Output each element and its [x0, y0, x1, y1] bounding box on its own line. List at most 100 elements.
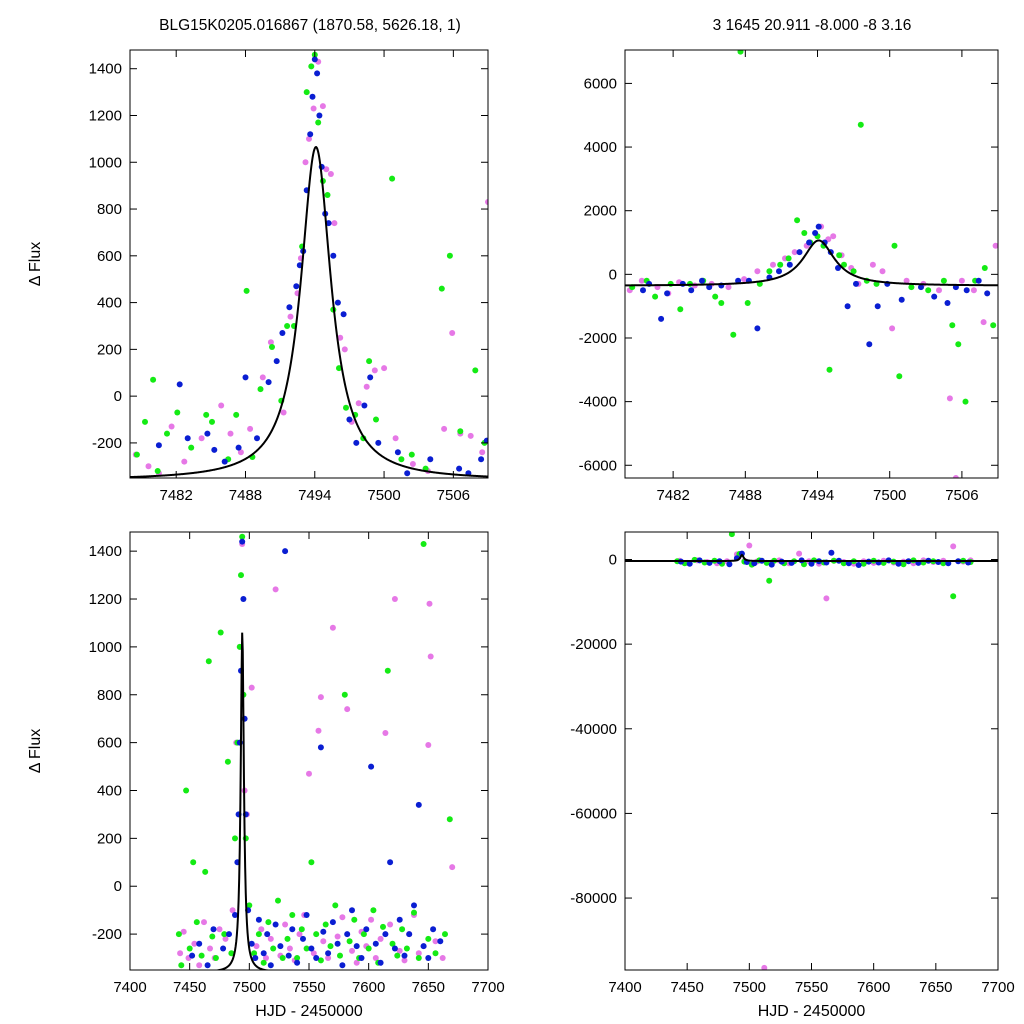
- y-tick-label: 1200: [89, 107, 122, 124]
- data-point-blue: [844, 303, 851, 310]
- plot-area: [130, 51, 488, 478]
- data-point-green: [190, 859, 197, 866]
- header-event-label: BLG15K0205.016867 (1870.58, 5626.18, 1): [159, 17, 461, 34]
- data-point-blue: [232, 912, 238, 918]
- data-point-green: [178, 962, 185, 969]
- data-point-green: [239, 533, 246, 540]
- data-point-pink: [310, 950, 317, 957]
- data-point-pink: [467, 432, 474, 439]
- data-point-pink: [355, 400, 362, 407]
- x-tick-label: 7700: [471, 979, 504, 996]
- data-point-pink: [392, 435, 399, 442]
- data-point-green: [399, 926, 406, 933]
- data-point-pink: [320, 938, 327, 945]
- data-point-pink: [286, 945, 293, 952]
- data-point-green: [384, 667, 391, 674]
- data-point-pink: [191, 940, 198, 947]
- plot-frame: [624, 49, 999, 479]
- data-point-green: [850, 268, 857, 275]
- data-point-pink: [315, 727, 322, 734]
- data-point-blue: [260, 950, 267, 957]
- x-tick-label: 7650: [919, 979, 952, 996]
- data-point-green: [411, 909, 417, 916]
- data-point-blue: [984, 290, 991, 297]
- data-point-pink: [267, 339, 274, 346]
- data-point-pink: [980, 319, 987, 326]
- data-point-blue: [367, 374, 374, 381]
- data-point-blue: [339, 962, 346, 969]
- data-point-blue: [248, 940, 255, 947]
- data-point-blue: [189, 952, 196, 959]
- data-point-green: [324, 192, 331, 198]
- data-point-pink: [479, 449, 486, 456]
- data-point-green: [857, 121, 864, 128]
- data-point-pink: [267, 935, 274, 942]
- header-fit-parameters: 3 1645 20.911 -8.000 -8 3.16: [713, 17, 912, 34]
- data-point-green: [303, 945, 310, 952]
- data-point-pink: [823, 595, 830, 602]
- data-point-blue: [377, 959, 384, 966]
- data-point-green: [186, 945, 193, 952]
- data-point-pink: [958, 277, 965, 284]
- data-point-blue: [277, 943, 284, 950]
- data-point-green: [203, 411, 210, 418]
- data-point-green: [317, 957, 324, 964]
- data-point-blue: [699, 277, 705, 284]
- data-point-pink: [339, 914, 346, 921]
- data-point-green: [198, 952, 205, 959]
- data-point-blue: [874, 303, 881, 310]
- data-point-blue: [812, 230, 819, 236]
- data-point-blue: [314, 70, 321, 77]
- data-point-pink: [259, 374, 266, 381]
- x-tick-label: 7650: [412, 979, 445, 996]
- data-point-blue: [330, 252, 337, 259]
- data-point-pink: [287, 313, 294, 320]
- data-point-blue: [353, 943, 360, 950]
- data-point-green: [313, 931, 320, 938]
- data-point-pink: [263, 955, 269, 961]
- data-point-blue: [963, 287, 970, 294]
- data-point-pink: [754, 268, 761, 275]
- x-tick-label: 7500: [873, 487, 906, 504]
- data-point-green: [228, 950, 235, 957]
- data-point-blue: [272, 921, 279, 928]
- data-point-blue: [640, 287, 646, 294]
- data-point-green: [801, 230, 808, 236]
- y-tick-label: 0: [609, 552, 617, 569]
- data-point-green: [183, 787, 190, 794]
- data-point-pink: [168, 423, 175, 430]
- data-point-green: [744, 300, 751, 306]
- data-point-green: [737, 50, 744, 55]
- data-point-pink: [746, 542, 753, 549]
- data-point-blue: [425, 955, 432, 961]
- data-point-blue: [255, 916, 262, 923]
- data-point-green: [442, 931, 448, 938]
- data-point-blue: [317, 744, 324, 751]
- data-point-green: [346, 938, 353, 945]
- data-point-blue: [184, 435, 191, 442]
- y-tick-label: 6000: [584, 75, 617, 92]
- data-point-green: [389, 940, 396, 947]
- data-point-blue: [430, 926, 437, 933]
- data-point-pink: [296, 931, 303, 938]
- y-tick-label: -60000: [570, 805, 617, 822]
- data-point-blue: [396, 916, 403, 923]
- x-tick-label: 7488: [229, 487, 262, 504]
- data-point-pink: [439, 955, 446, 961]
- data-point-blue: [895, 560, 902, 567]
- x-tick-label: 7450: [670, 979, 703, 996]
- data-point-green: [860, 560, 867, 567]
- x-tick-label: 7600: [857, 979, 890, 996]
- data-point-green: [269, 344, 275, 350]
- data-point-blue: [944, 300, 951, 306]
- data-point-green: [777, 261, 784, 268]
- data-point-pink: [317, 694, 324, 701]
- data-point-blue: [796, 249, 803, 256]
- y-tick-label: -200: [92, 435, 122, 452]
- data-point-green: [712, 293, 719, 300]
- x-axis-title: HJD - 2450000: [758, 1003, 866, 1020]
- data-point-green: [260, 959, 267, 966]
- data-point-blue: [340, 311, 347, 318]
- data-point-green: [275, 897, 281, 904]
